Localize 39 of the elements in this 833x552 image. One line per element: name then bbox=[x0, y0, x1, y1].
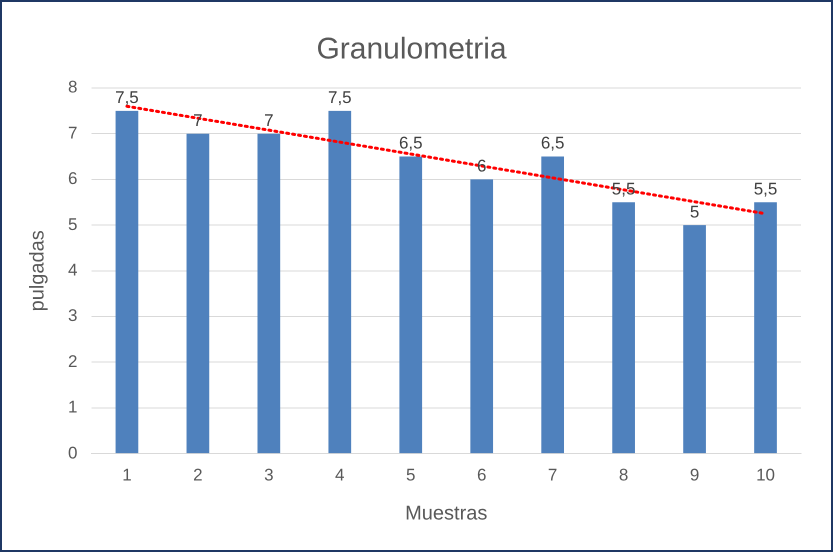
bar bbox=[612, 202, 635, 454]
y-tick-label: 0 bbox=[68, 443, 78, 462]
x-tick-label: 3 bbox=[264, 465, 274, 484]
bar bbox=[541, 156, 564, 454]
bar bbox=[754, 202, 777, 454]
y-tick-label: 7 bbox=[68, 123, 78, 142]
y-tick-label: 5 bbox=[68, 214, 78, 234]
x-tick-label: 10 bbox=[756, 465, 775, 484]
y-axis-title: pulgadas bbox=[26, 230, 49, 312]
y-tick-label: 3 bbox=[68, 306, 78, 326]
x-tick-label: 6 bbox=[476, 465, 486, 484]
x-tick-label: 2 bbox=[193, 465, 203, 484]
data-label: 6,5 bbox=[540, 134, 564, 153]
x-tick-label: 4 bbox=[335, 465, 345, 484]
x-tick-label: 1 bbox=[122, 465, 132, 484]
y-tick-label: 4 bbox=[68, 260, 78, 280]
bar bbox=[470, 179, 494, 454]
x-tick-label: 8 bbox=[618, 465, 628, 484]
x-tick-label: 7 bbox=[548, 465, 558, 484]
bar bbox=[328, 110, 352, 454]
data-label: 5 bbox=[690, 202, 700, 222]
x-tick-label: 9 bbox=[690, 465, 700, 484]
data-label: 7 bbox=[264, 110, 274, 130]
bar bbox=[116, 110, 138, 454]
bar bbox=[399, 156, 422, 454]
x-tick-label: 5 bbox=[406, 465, 416, 484]
y-tick-label: 1 bbox=[68, 398, 78, 417]
data-label: 7,5 bbox=[328, 88, 352, 108]
bar bbox=[683, 225, 706, 454]
chart-title: Granulometria bbox=[316, 32, 507, 66]
data-label: 7,5 bbox=[115, 88, 139, 108]
y-tick-label: 6 bbox=[68, 169, 78, 188]
y-tick-label: 8 bbox=[68, 78, 78, 97]
x-axis-title: Muestras bbox=[405, 502, 488, 525]
y-tick-label: 2 bbox=[68, 352, 78, 371]
bar bbox=[186, 134, 210, 454]
data-label: 6,5 bbox=[398, 134, 423, 153]
data-label: 5,5 bbox=[754, 179, 778, 198]
bar bbox=[257, 134, 280, 454]
